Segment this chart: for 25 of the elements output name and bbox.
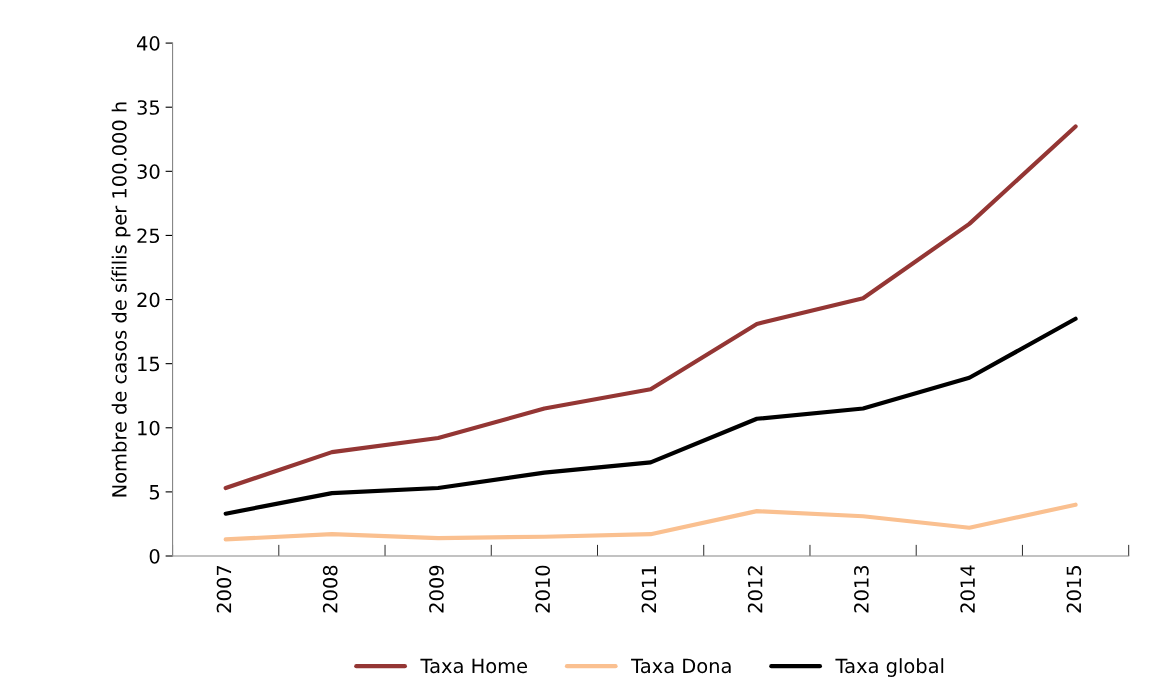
y-tick-label: 10 — [138, 420, 160, 436]
x-tick-label: 2008 — [322, 565, 338, 613]
y-axis-title: Nombre de casos de sífilis per 100.000 h — [110, 102, 131, 497]
y-tick-label: 20 — [137, 292, 160, 308]
legend-label: Taxa global — [835, 658, 944, 677]
y-tick-label: 30 — [137, 164, 160, 179]
line-series — [223, 502, 1078, 542]
x-tick-label: 2009 — [429, 565, 444, 613]
y-tick-label: 5 — [149, 485, 160, 500]
x-tick-label: 2015 — [1066, 566, 1082, 613]
x-tick-label: 2014 — [960, 565, 975, 613]
x-tick-label: 2011 — [641, 566, 657, 613]
y-tick-label: 25 — [137, 228, 160, 244]
x-tick-label: 2007 — [216, 566, 232, 613]
legend-label: Taxa Home — [420, 658, 528, 674]
y-tick-label: 35 — [137, 100, 160, 115]
y-tick-label: 15 — [138, 356, 160, 372]
y-tick-label: 40 — [136, 36, 160, 51]
legend-label: Taxa Dona — [631, 658, 731, 674]
line-series — [223, 316, 1078, 516]
x-tick-label: 2012 — [747, 566, 763, 613]
x-tick-label: 2010 — [535, 565, 551, 613]
x-tick-label: 2013 — [854, 565, 869, 613]
y-tick-label: 0 — [149, 548, 160, 564]
line-series — [223, 124, 1078, 491]
